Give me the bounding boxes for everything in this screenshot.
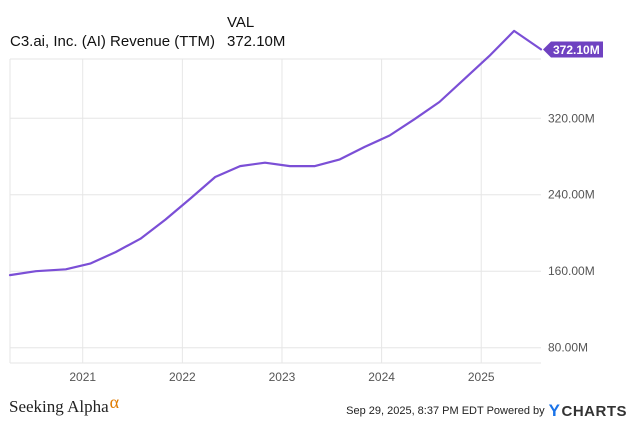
last-value-badge xyxy=(543,41,603,58)
revenue-series-line xyxy=(8,29,543,277)
x-tick-label: 2023 xyxy=(269,370,296,384)
alpha-symbol: α xyxy=(109,392,120,412)
x-tick-label: 2022 xyxy=(169,370,196,384)
y-tick-label: 160.00M xyxy=(548,264,595,278)
footer-credit: Sep 29, 2025, 8:37 PM EDT Powered by Y CH… xyxy=(346,401,627,421)
series-legend-value: 372.10M xyxy=(227,33,286,50)
x-axis-labels: 2021 2022 2023 2024 2025 xyxy=(69,370,495,384)
column-header-val: VAL xyxy=(227,14,255,31)
grid xyxy=(9,58,541,364)
y-tick-label: 80.00M xyxy=(548,341,588,355)
series-layer xyxy=(8,29,543,277)
x-tick-label: 2024 xyxy=(368,370,395,384)
last-value-badge-text: 372.10M xyxy=(553,43,600,57)
seeking-alpha-text: Seeking Alpha xyxy=(9,397,109,416)
timestamp-text: Sep 29, 2025, 8:37 PM EDT Powered by xyxy=(346,405,545,417)
last-value-badge-group: 372.10M xyxy=(543,41,603,58)
ycharts-wordmark: CHARTS xyxy=(561,402,627,420)
seeking-alpha-logo: Seeking Alphaα xyxy=(9,392,119,417)
ycharts-logo: Y CHARTS xyxy=(549,401,627,421)
series-legend-label: C3.ai, Inc. (AI) Revenue (TTM) xyxy=(10,33,216,50)
y-tick-label: 240.00M xyxy=(548,188,595,202)
y-axis-labels: 80.00M 160.00M 240.00M 320.00M xyxy=(548,111,595,354)
x-tick-label: 2025 xyxy=(468,370,495,384)
ycharts-y-icon: Y xyxy=(548,401,561,420)
x-tick-label: 2021 xyxy=(69,370,96,384)
y-tick-label: 320.00M xyxy=(548,111,595,125)
